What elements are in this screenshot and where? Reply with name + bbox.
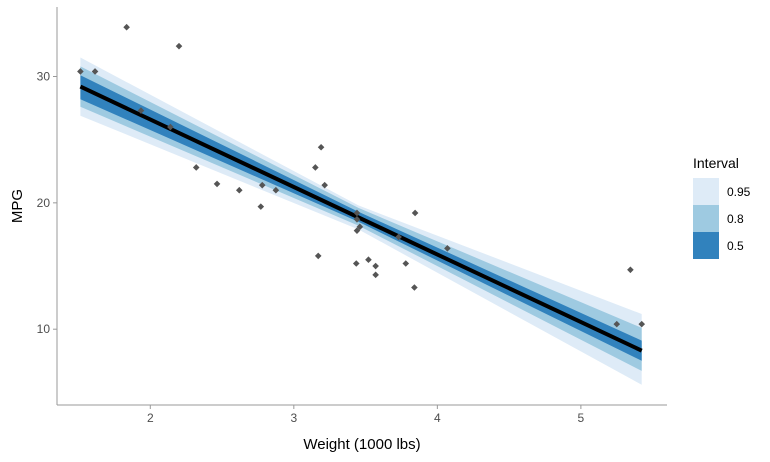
data-point	[353, 227, 361, 234]
data-point	[312, 164, 319, 171]
data-point	[314, 252, 322, 260]
legend-label: 0.8	[727, 212, 744, 226]
data-point	[411, 284, 418, 291]
data-point	[402, 260, 410, 267]
data-point	[137, 107, 145, 114]
data-point	[272, 186, 280, 194]
data-point	[175, 42, 183, 50]
x-axis-title: Weight (1000 lbs)	[303, 436, 420, 453]
data-point	[235, 186, 243, 194]
data-point	[353, 209, 361, 217]
data-point	[352, 260, 360, 267]
x-axis-ticks: 2 3 4 5	[147, 405, 585, 425]
confidence-bands	[80, 57, 642, 385]
legend-entries: 0.95 0.8 0.5	[693, 178, 751, 259]
data-point	[627, 266, 634, 274]
data-point	[444, 245, 451, 252]
x-tick-label: 3	[290, 411, 297, 425]
y-tick-label: 20	[37, 196, 51, 210]
legend-swatch	[693, 205, 719, 232]
data-point	[77, 68, 84, 75]
data-point	[91, 68, 99, 75]
data-point	[317, 143, 325, 151]
axes	[56, 7, 667, 406]
data-point	[167, 123, 174, 131]
x-tick-label: 4	[434, 411, 441, 425]
data-points	[77, 23, 646, 328]
data-point	[395, 233, 402, 241]
x-tick-label: 5	[578, 411, 585, 425]
fit-line	[79, 84, 643, 353]
y-axis-title: MPG	[9, 189, 26, 223]
data-point	[353, 215, 361, 223]
data-point	[372, 262, 379, 270]
data-point	[321, 181, 328, 189]
fit-line-group	[79, 84, 643, 353]
data-point	[613, 320, 621, 328]
data-point	[365, 256, 372, 263]
data-point	[123, 23, 130, 31]
legend-swatch	[693, 232, 719, 259]
data-point	[411, 209, 419, 217]
legend-label: 0.5	[727, 239, 744, 253]
y-tick-label: 30	[37, 69, 51, 83]
data-point	[257, 203, 265, 210]
data-point	[192, 164, 200, 171]
y-tick-label: 10	[37, 322, 51, 336]
y-axis-ticks: 10 20 30	[37, 69, 57, 336]
legend-label: 0.95	[727, 185, 751, 199]
legend-swatch	[693, 178, 719, 205]
data-point	[372, 271, 379, 279]
data-point	[356, 223, 364, 231]
x-tick-label: 2	[147, 411, 154, 425]
legend-title: Interval	[693, 155, 739, 171]
legend: Interval 0.95 0.8 0.5	[693, 155, 751, 259]
data-point	[213, 180, 221, 188]
data-point	[258, 181, 266, 189]
data-point	[638, 320, 646, 328]
